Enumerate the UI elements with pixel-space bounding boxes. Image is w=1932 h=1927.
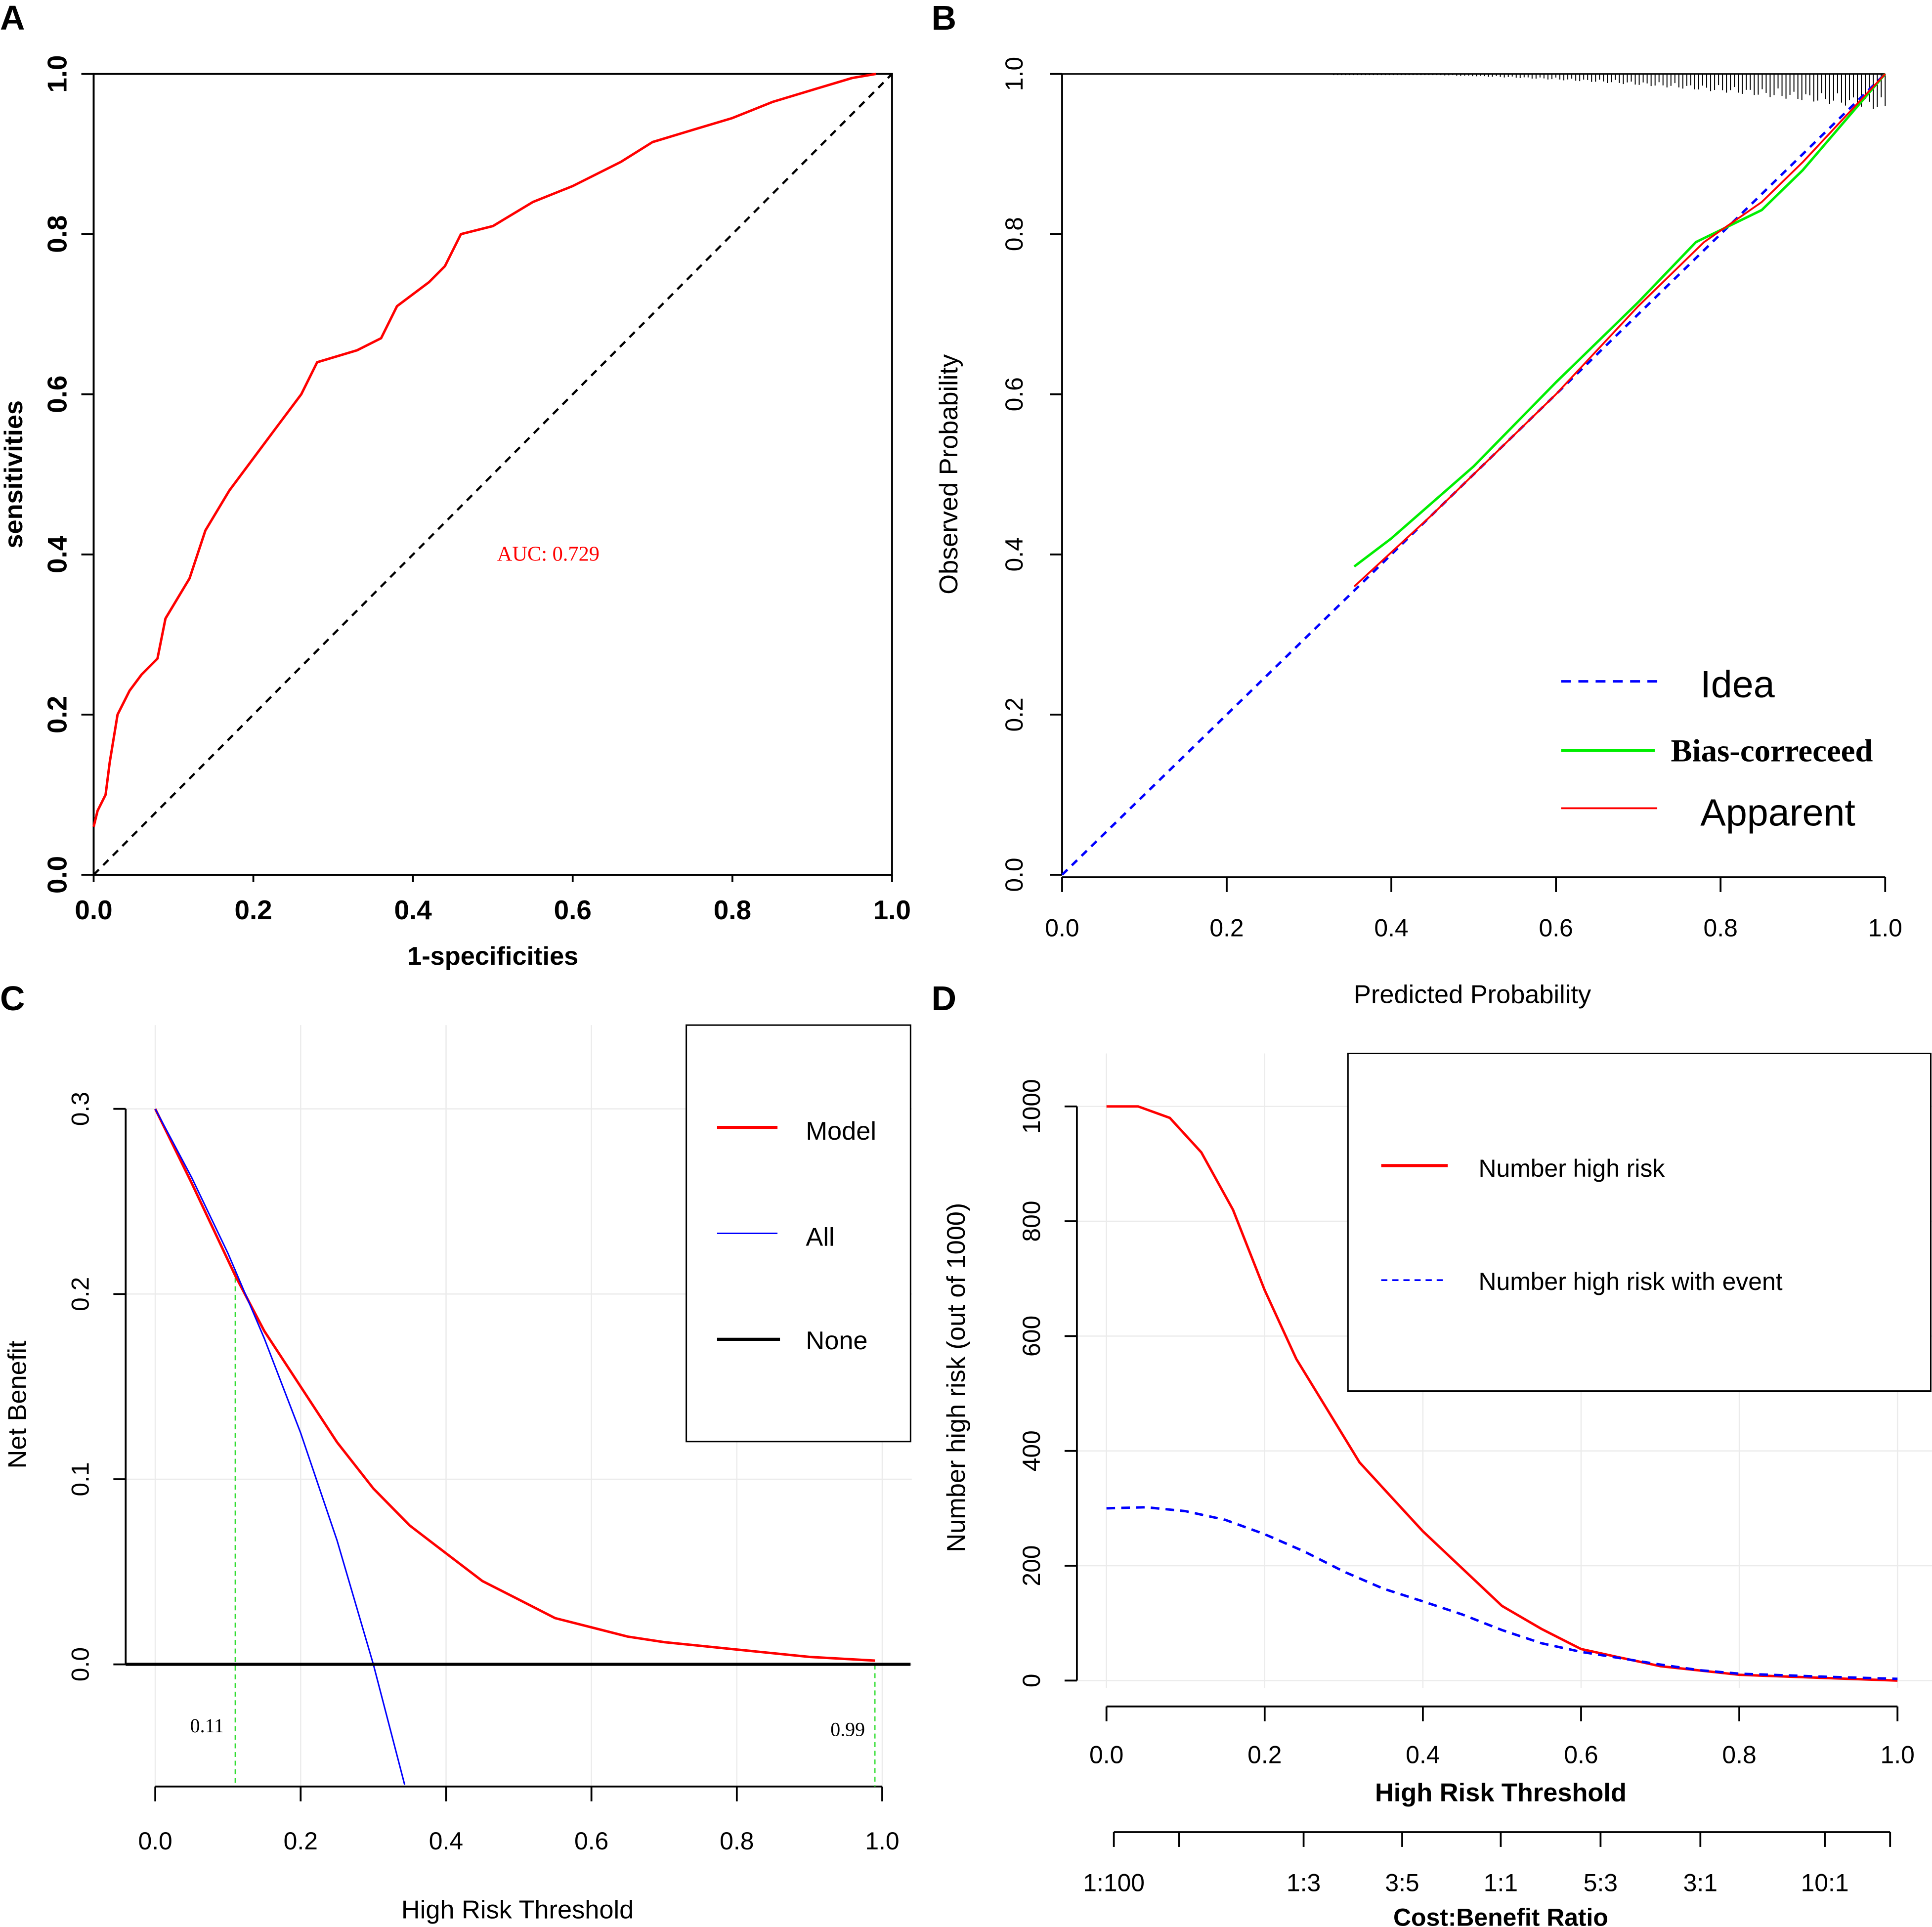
- y-tick-label: 0.4: [42, 535, 73, 573]
- legend-label-number-high-risk-with-event: Number high risk with event: [1479, 1268, 1783, 1295]
- y-tick-label: 800: [1018, 1200, 1045, 1242]
- y-tick-label: 1.0: [42, 55, 73, 92]
- series-model: [154, 1108, 875, 1662]
- secondary-x-axis-label: Cost:Benefit Ratio: [1393, 1904, 1608, 1927]
- secondary-x-tick-label: 3:1: [1683, 1869, 1717, 1897]
- legend: Model All None: [686, 1024, 911, 1443]
- y-tick-label: 0.0: [67, 1647, 94, 1681]
- calibration-panel: Predicted Probability Observed Probabili…: [935, 57, 1902, 1009]
- series-all: [154, 1108, 406, 1785]
- y-tick-label: 600: [1018, 1316, 1045, 1357]
- x-tick-label: 1.0: [865, 1827, 899, 1855]
- secondary-x-tick-label: 1:100: [1083, 1869, 1145, 1897]
- x-tick-label: 1.0: [873, 895, 911, 925]
- x-tick-label: 0.2: [1247, 1741, 1282, 1768]
- legend-label-model: Model: [806, 1117, 876, 1146]
- decision-curve-panel: High Risk Threshold Net Benefit 0.11 0.9…: [3, 1024, 912, 1925]
- y-tick-label: 0.3: [67, 1092, 94, 1126]
- y-tick-label: 0.8: [42, 215, 73, 253]
- x-axis-label: High Risk Threshold: [401, 1896, 634, 1925]
- x-tick-label: 0.4: [1374, 914, 1408, 942]
- legend: Idea Bias-correceed Apparent: [1561, 663, 1873, 834]
- y-tick-label: 1.0: [1000, 57, 1028, 91]
- x-tick-label: 1.0: [1881, 1741, 1915, 1768]
- x-tick-label: 1.0: [1868, 914, 1902, 942]
- x-tick-label: 0.2: [1209, 914, 1244, 942]
- legend-label-number-high-risk: Number high risk: [1479, 1155, 1665, 1182]
- y-tick-label: 0.1: [67, 1462, 94, 1496]
- x-tick-label: 0.6: [1564, 1741, 1598, 1768]
- x-tick-label: 0.8: [1704, 914, 1738, 942]
- x-tick-label: 0.6: [1539, 914, 1573, 942]
- x-tick-label: 0.8: [1722, 1741, 1756, 1768]
- x-axis-label: 1-specificities: [407, 942, 578, 971]
- secondary-x-tick-label: 3:5: [1385, 1869, 1419, 1897]
- y-tick-label: 0.8: [1000, 217, 1028, 251]
- series-number-high-risk: [1106, 1105, 1898, 1682]
- clinical-impact-panel: High Risk Threshold Cost:Benefit Ratio N…: [942, 1052, 1932, 1927]
- x-axis-label: Predicted Probability: [1354, 980, 1591, 1009]
- panel-label-c: C: [0, 979, 25, 1018]
- x-tick-label: 0.8: [714, 895, 751, 925]
- secondary-x-tick-label: 10:1: [1801, 1869, 1849, 1897]
- y-tick-label: 0.6: [42, 376, 73, 413]
- legend-box: [1347, 1052, 1932, 1392]
- y-tick-label: 200: [1018, 1545, 1045, 1586]
- series-apparent: [1353, 73, 1886, 588]
- x-tick-label: 0.6: [554, 895, 592, 925]
- panel-label-d: D: [932, 979, 956, 1018]
- panel-label-b: B: [932, 0, 956, 37]
- x-tick-label: 0.0: [138, 1827, 172, 1855]
- secondary-x-tick-label: 1:3: [1287, 1869, 1321, 1897]
- x-axis-label: High Risk Threshold: [1375, 1779, 1627, 1807]
- y-axis-label: Observed Probability: [935, 354, 963, 595]
- y-tick-label: 0.2: [1000, 697, 1028, 731]
- legend-label-idea: Idea: [1700, 663, 1774, 706]
- series-number-high-risk-with-event: [1106, 1506, 1898, 1680]
- x-tick-label: 0.8: [720, 1827, 754, 1855]
- y-tick-label: 1000: [1018, 1079, 1045, 1134]
- legend-label-all: All: [806, 1223, 834, 1251]
- legend-label-none: None: [806, 1327, 867, 1355]
- roc-panel: AUC: 0.729 1-specificities sensitivities…: [0, 55, 911, 971]
- x-tick-label: 0.4: [429, 1827, 463, 1855]
- x-tick-label: 0.2: [284, 1827, 318, 1855]
- legend: Number high risk Number high risk with e…: [1347, 1052, 1932, 1392]
- legend-label-apparent: Apparent: [1700, 791, 1855, 834]
- y-tick-label: 400: [1018, 1430, 1045, 1471]
- y-tick-label: 0: [1018, 1674, 1045, 1688]
- y-axis-label: sensitivities: [0, 400, 28, 549]
- x-tick-label: 0.4: [394, 895, 432, 925]
- x-tick-label: 0.6: [574, 1827, 608, 1855]
- y-tick-label: 0.0: [42, 856, 73, 894]
- legend-label-bias-corrected: Bias-correceed: [1671, 733, 1873, 769]
- series-roc: [92, 73, 876, 827]
- x-tick-label: 0.4: [1406, 1741, 1440, 1768]
- x-tick-label: 0.2: [234, 895, 272, 925]
- threshold-annotation-high: 0.99: [830, 1718, 865, 1741]
- series-bias-correceed: [1353, 73, 1887, 568]
- series-reference: [92, 73, 893, 876]
- y-axis-label: Number high risk (out of 1000): [942, 1203, 971, 1552]
- y-tick-label: 0.2: [67, 1277, 94, 1311]
- threshold-annotation-low: 0.11: [190, 1714, 224, 1737]
- secondary-x-tick-label: 5:3: [1584, 1869, 1618, 1897]
- x-tick-label: 0.0: [1089, 1741, 1123, 1768]
- y-tick-label: 0.4: [1000, 537, 1028, 571]
- y-tick-label: 0.0: [1000, 857, 1028, 892]
- y-tick-label: 0.6: [1000, 377, 1028, 411]
- y-tick-label: 0.2: [42, 696, 73, 733]
- x-tick-label: 0.0: [1045, 914, 1079, 942]
- secondary-x-tick-label: 1:1: [1484, 1869, 1518, 1897]
- y-axis-label: Net Benefit: [3, 1340, 32, 1468]
- roc-auc-annotation: AUC: 0.729: [497, 542, 600, 565]
- x-tick-label: 0.0: [75, 895, 112, 925]
- panel-label-a: A: [0, 0, 25, 37]
